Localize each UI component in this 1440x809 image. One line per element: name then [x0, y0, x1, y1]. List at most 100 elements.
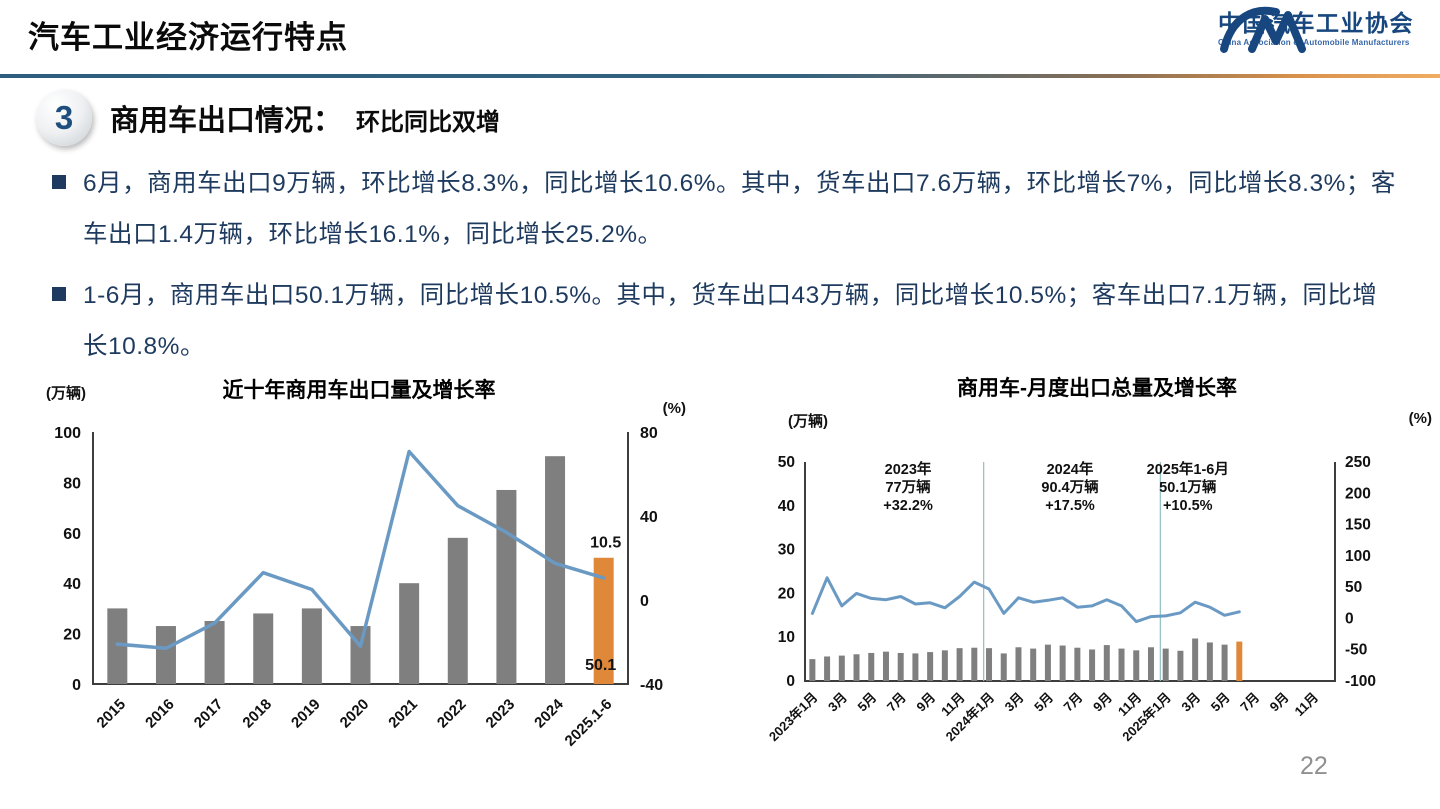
monthly-chart-title: 商用车-月度出口总量及增长率: [957, 377, 1237, 400]
export-bar: [1118, 648, 1125, 681]
section-title: 商用车出口情况： 环比同比双增: [110, 97, 500, 139]
y-right-tick: -40: [640, 677, 663, 694]
y-left-tick: 80: [63, 475, 81, 492]
export-bar: [107, 608, 128, 684]
y-left-tick: 60: [63, 526, 81, 543]
export-bar: [545, 456, 566, 684]
export-bar: [1089, 649, 1096, 681]
export-bar: [1074, 647, 1081, 681]
x-tick: 3月: [1002, 690, 1027, 715]
x-tick: 5月: [854, 690, 879, 715]
caam-name-en: China Association of Automobile Manufact…: [1218, 38, 1410, 47]
x-tick: 2017: [191, 696, 227, 732]
y-right-tick: 0: [640, 593, 649, 610]
export-bar: [1162, 648, 1169, 681]
export-bar: [1206, 642, 1213, 681]
x-tick: 2023年1月: [766, 690, 821, 745]
decade-chart-plot: 0 20 40 60 80 100 -40 0 40 80 2015 2016 2017 2018 2019…: [54, 425, 663, 750]
export-bar: [838, 655, 845, 681]
page-number: 22: [1300, 752, 1328, 780]
bullet-text: 1-6月，商用车出口50.1万辆，同比增长10.5%。其中，货车出口43万辆，同…: [83, 282, 1378, 360]
export-bar: [868, 652, 875, 681]
year-annotation: 2025年1-6月 50.1万辆+10.5%: [1147, 460, 1229, 514]
export-bar: [496, 489, 517, 684]
bullet-square-icon: [52, 175, 66, 189]
export-bar: [1147, 647, 1154, 681]
bullet-text: 6月，商用车出口9万辆，环比增长8.3%，同比增长10.6%。其中，货车出口7.…: [83, 170, 1396, 248]
x-tick: 2019: [288, 696, 324, 732]
export-bar: [1236, 641, 1243, 681]
decade-chart-unit-right: (%): [662, 400, 686, 417]
y-left-tick: 100: [54, 425, 81, 442]
export-bar: [971, 647, 978, 681]
export-bar: [1177, 650, 1184, 681]
y-left-tick: 20: [63, 627, 81, 644]
export-bar: [155, 626, 176, 684]
export-bar: [809, 659, 816, 681]
x-tick: 9月: [913, 690, 938, 715]
section-title-sub: 环比同比双增: [356, 109, 501, 136]
export-bar: [1221, 644, 1228, 681]
x-tick: 2023: [483, 696, 519, 732]
x-tick: 2024: [531, 695, 567, 731]
monthly-chart-unit-left: (万辆): [788, 413, 828, 430]
export-bar: [927, 652, 934, 681]
bullet-item: 1-6月，商用车出口50.1万辆，同比增长10.5%。其中，货车出口43万辆，同…: [52, 270, 1402, 372]
decade-export-chart: 近十年商用车出口量及增长率 (万辆) (%) 0 20 40 60 80 100 -40 0 4…: [28, 368, 690, 782]
export-bar: [1015, 647, 1022, 681]
x-tick: 3月: [1178, 690, 1203, 715]
export-bar: [204, 621, 225, 684]
y-left-tick: 20: [778, 585, 795, 602]
x-tick: 7月: [1061, 690, 1086, 715]
y-left-tick: 40: [63, 576, 81, 593]
export-bar: [1000, 653, 1007, 681]
page-title: 汽车工业经济运行特点: [28, 20, 348, 55]
y-right-tick: 80: [640, 425, 658, 442]
axes: [804, 462, 1336, 682]
year-annotation: 2024年 90.4万辆+17.5%: [1041, 460, 1099, 514]
y-left-tick: 50: [778, 454, 795, 471]
export-bar: [853, 654, 860, 681]
export-bar: [1044, 644, 1051, 681]
export-bar: [253, 613, 274, 684]
x-tick: 2021: [385, 696, 421, 732]
year-annotation: 2023年 77万辆+32.2%: [883, 460, 933, 514]
bullet-square-icon: [52, 287, 66, 301]
export-bar: [956, 648, 963, 681]
monthly-chart-plot: 0 10 20 30 40 50 -100 -50 0 50 100 150 200 250 2023年1月…: [766, 454, 1376, 745]
export-bar: [986, 648, 993, 681]
x-tick: 9月: [1267, 690, 1292, 715]
y-right-tick: 50: [1345, 579, 1362, 596]
y-left-tick: 0: [72, 677, 81, 694]
caam-logo: 中国汽车工业协会 China Association of Automobile…: [1218, 6, 1414, 53]
x-tick: 2015: [94, 696, 130, 732]
header-divider: [0, 74, 1440, 78]
x-tick: 2016: [142, 696, 178, 732]
export-bar: [882, 651, 889, 681]
caam-logo-mark-icon: [1220, 6, 1306, 53]
monthly-export-chart: 商用车-月度出口总量及增长率 (万辆) (%) 0 10 20 30 40 50 -100 -…: [758, 364, 1436, 788]
bullet-item: 6月，商用车出口9万辆，环比增长8.3%，同比增长10.6%。其中，货车出口7.…: [52, 158, 1402, 260]
y-left-tick: 30: [778, 542, 795, 559]
monthly-chart-unit-right: (%): [1408, 410, 1432, 427]
export-bar: [301, 608, 322, 684]
export-bar: [824, 656, 831, 681]
export-bar: [1030, 648, 1037, 681]
y-right-tick: -50: [1345, 642, 1367, 659]
export-bar: [941, 650, 948, 681]
export-bar: [912, 653, 919, 681]
section-number: 3: [54, 99, 74, 136]
y-right-tick: -100: [1345, 673, 1376, 690]
x-tick: 7月: [884, 690, 909, 715]
export-bar: [350, 626, 371, 684]
export-bar: [399, 583, 420, 684]
y-left-tick: 40: [778, 498, 795, 515]
x-tick: 2025.1-6: [562, 696, 616, 750]
decade-chart-unit-left: (万辆): [46, 385, 86, 402]
y-right-tick: 150: [1345, 517, 1371, 534]
decade-chart-title: 近十年商用车出口量及增长率: [222, 379, 496, 402]
x-tick: 5月: [1208, 690, 1233, 715]
export-bar: [1103, 645, 1110, 681]
x-tick: 11月: [1292, 690, 1322, 720]
